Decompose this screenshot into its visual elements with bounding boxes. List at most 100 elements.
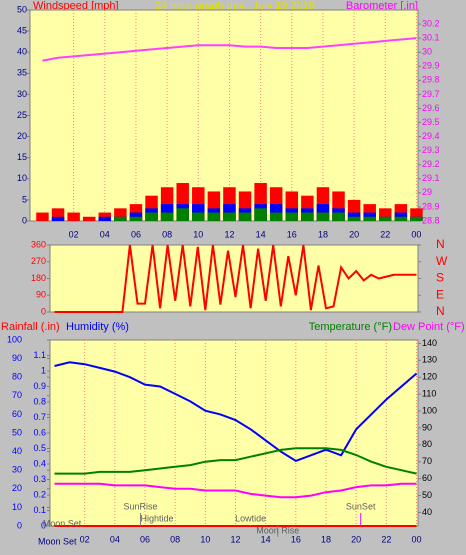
x-tick-label: 06 bbox=[131, 229, 141, 239]
x-tick-label: 10 bbox=[200, 534, 210, 544]
y-tick-label: 25 bbox=[17, 110, 27, 120]
annotation: Lowtide bbox=[235, 513, 266, 523]
y-tick-label: 0.7 bbox=[33, 412, 46, 422]
x-tick-label: 22 bbox=[380, 229, 390, 239]
y3-tick-label: 100 bbox=[7, 334, 22, 344]
y2-tick-label: 29.2 bbox=[422, 159, 440, 169]
x-tick-label: 06 bbox=[140, 534, 150, 544]
y3-label: Humidity (%) bbox=[66, 321, 129, 333]
y2-tick-label: 130 bbox=[422, 355, 437, 365]
y-tick-label: 90 bbox=[36, 290, 46, 300]
y2-tick-label: 29.3 bbox=[422, 145, 440, 155]
bar bbox=[332, 212, 345, 221]
x-tick-label: 00 bbox=[411, 229, 421, 239]
y2-tick-label: N bbox=[436, 304, 445, 318]
x-tick-label: 04 bbox=[100, 229, 110, 239]
bar bbox=[238, 212, 252, 221]
y2-tick-label: 29 bbox=[422, 187, 432, 197]
x-tick-label: 12 bbox=[231, 534, 241, 544]
y-tick-label: 40 bbox=[17, 47, 27, 57]
bar bbox=[176, 208, 189, 221]
y-tick-label: 0.6 bbox=[33, 427, 46, 437]
y-tick-label: 0 bbox=[22, 215, 27, 225]
y2-tick-label: 70 bbox=[422, 456, 432, 466]
y2-tick-label: 29.8 bbox=[422, 75, 440, 85]
y-tick-label: 360 bbox=[31, 239, 46, 249]
bar bbox=[379, 216, 392, 221]
x-tick-label: 08 bbox=[170, 534, 180, 544]
bar bbox=[51, 216, 65, 221]
line bbox=[54, 244, 417, 313]
bar bbox=[269, 212, 283, 221]
y-tick-label: 0 bbox=[41, 306, 46, 316]
y-tick-label: 30 bbox=[17, 89, 27, 99]
y3-tick-label: 60 bbox=[12, 409, 22, 419]
y2-tick-label: 29.7 bbox=[422, 89, 440, 99]
y2-tick-label: 28.9 bbox=[422, 201, 440, 211]
line bbox=[54, 361, 418, 463]
y2-tick-label: W bbox=[436, 254, 448, 268]
x-tick-label: 14 bbox=[261, 534, 271, 544]
bar bbox=[36, 212, 49, 221]
y-tick-label: 0.2 bbox=[33, 489, 46, 499]
line bbox=[54, 482, 417, 499]
y2-tick-label: 80 bbox=[422, 439, 432, 449]
y2-tick-label: S bbox=[436, 271, 444, 285]
bar bbox=[410, 216, 423, 221]
y2-tick-label: 29.9 bbox=[422, 61, 440, 71]
x-tick-label: 10 bbox=[193, 229, 203, 239]
x-tick-label: 02 bbox=[80, 534, 90, 544]
bar bbox=[207, 212, 221, 221]
y3-tick-label: 90 bbox=[12, 353, 22, 363]
bar bbox=[254, 208, 267, 221]
x-tick-label: 18 bbox=[318, 229, 328, 239]
y-tick-label: 0 bbox=[41, 520, 46, 530]
bar bbox=[82, 216, 96, 221]
bar bbox=[223, 212, 236, 221]
x-tick-label: 20 bbox=[349, 229, 359, 239]
bar bbox=[363, 216, 376, 221]
y2-tick-label: 30.1 bbox=[422, 33, 440, 43]
y-tick-label: 35 bbox=[17, 68, 27, 78]
y2-tick-label: 60 bbox=[422, 473, 432, 483]
y-tick-label: 0.8 bbox=[33, 396, 46, 406]
y-tick-label: 0.1 bbox=[33, 505, 46, 515]
bar bbox=[301, 212, 314, 221]
y-tick-label: 15 bbox=[17, 152, 27, 162]
y3-tick-label: 40 bbox=[12, 446, 22, 456]
x-tick-label: 14 bbox=[256, 229, 266, 239]
y3-tick-label: 70 bbox=[12, 390, 22, 400]
y2-tick-label: 120 bbox=[422, 372, 437, 382]
y2-tick-label: E bbox=[436, 287, 444, 301]
y-label: Rainfall (.in) bbox=[1, 321, 60, 333]
y2-tick-label: 140 bbox=[422, 338, 437, 348]
annotation: Hightide bbox=[140, 513, 173, 523]
y2-tick-label: 29.1 bbox=[422, 173, 440, 183]
chart-title: 24 hour graph day.. July 19 2016 bbox=[155, 0, 315, 12]
annotation: SunRise bbox=[123, 501, 157, 511]
y3-tick-label: 30 bbox=[12, 465, 22, 475]
line bbox=[42, 37, 417, 62]
y2-tick-label: N bbox=[436, 237, 445, 251]
x-tick-label: 12 bbox=[224, 229, 234, 239]
y2-tick-label: 29.4 bbox=[422, 131, 440, 141]
y3-tick-label: 20 bbox=[12, 483, 22, 493]
y-tick-label: 1 bbox=[41, 365, 46, 375]
bar bbox=[114, 216, 127, 221]
bar bbox=[98, 216, 112, 221]
y3-tick-label: 0 bbox=[17, 520, 22, 530]
y2-tick-label: 50 bbox=[422, 490, 432, 500]
bar bbox=[192, 212, 205, 221]
bar bbox=[347, 216, 361, 221]
y-tick-label: 45 bbox=[17, 25, 27, 35]
y-tick-label: 20 bbox=[17, 131, 27, 141]
y-tick-label: 0.4 bbox=[33, 458, 46, 468]
y-tick-label: 5 bbox=[22, 194, 27, 204]
plot-area bbox=[49, 339, 419, 527]
y-tick-label: 1.1 bbox=[33, 350, 46, 360]
annotation: Moon Set bbox=[38, 536, 77, 546]
y-tick-label: 270 bbox=[31, 256, 46, 266]
y4-label: Dew Point (°F) bbox=[393, 321, 465, 333]
line bbox=[54, 447, 417, 475]
